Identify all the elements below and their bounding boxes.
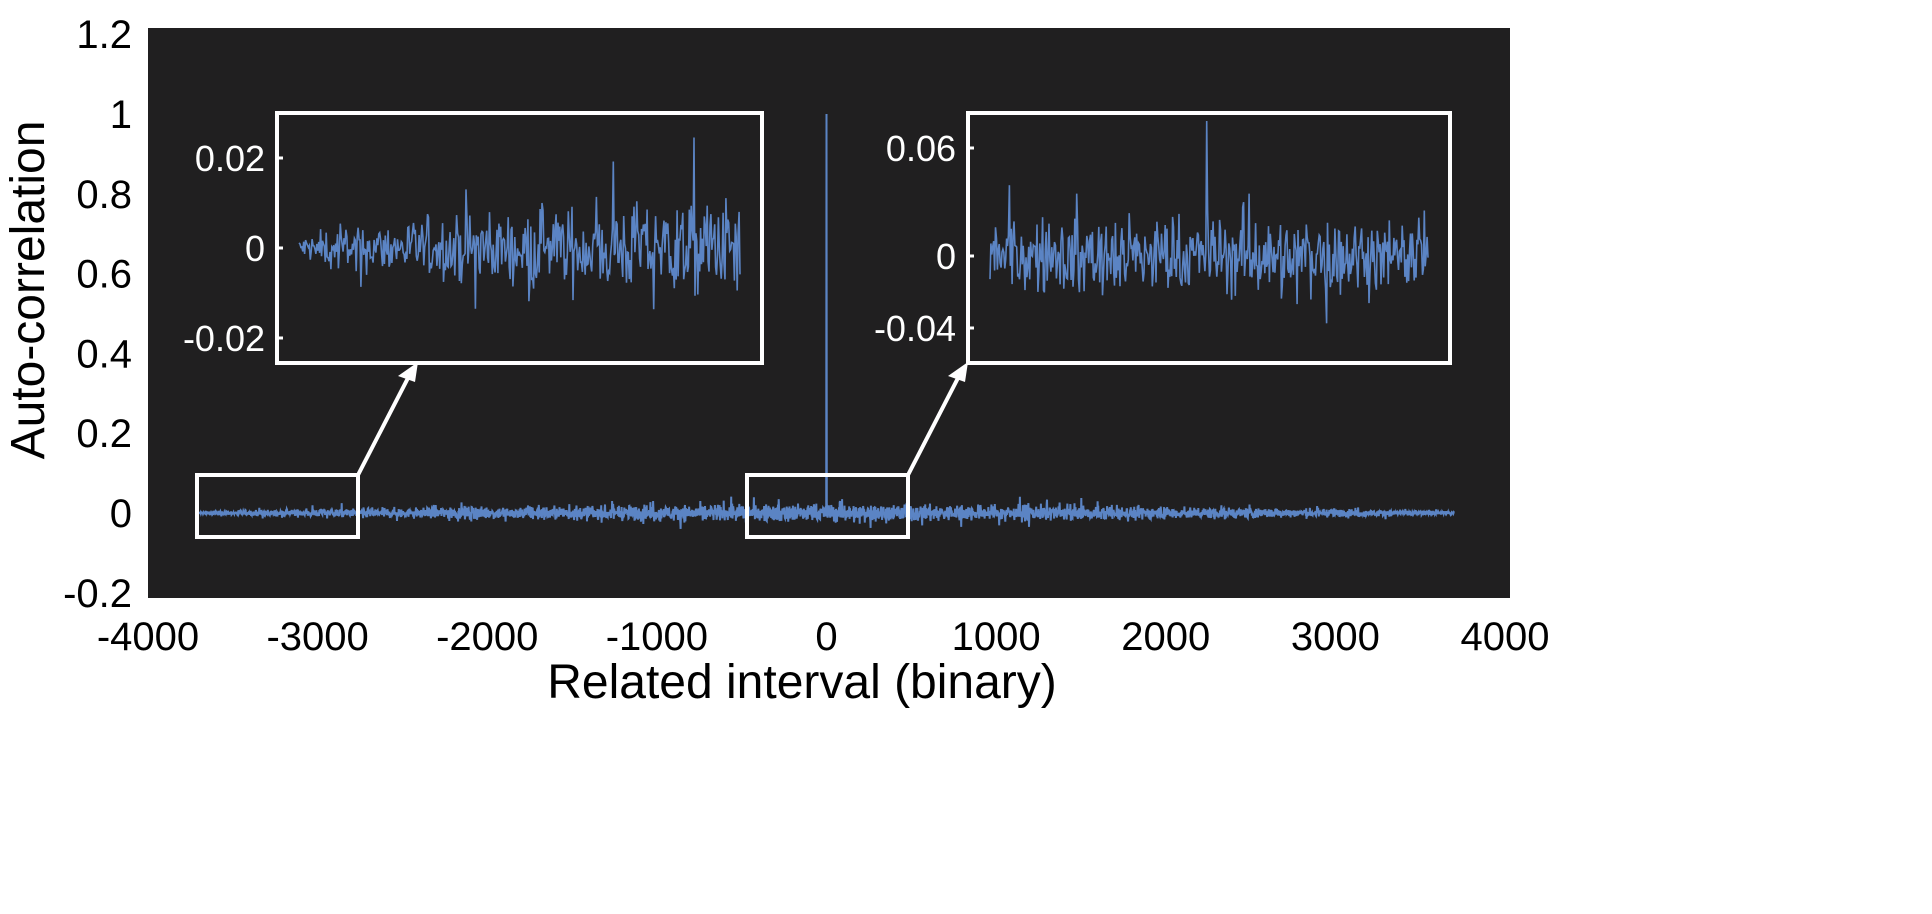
left-inset: 0.02 0 -0.02 — [183, 111, 764, 365]
inset-tick-label: 0 — [936, 236, 956, 277]
y-tick-label: 1.2 — [76, 13, 132, 57]
inset-tick-label: -0.02 — [183, 318, 265, 359]
y-tick-label: 0.6 — [76, 253, 132, 297]
y-axis-label: Auto-correlation — [2, 121, 55, 460]
x-tick-label: -3000 — [266, 615, 368, 659]
center-arrow — [906, 377, 960, 476]
y-tick-label: 1 — [110, 93, 132, 137]
left-highlight-box — [195, 473, 360, 539]
main-series — [198, 113, 1455, 529]
y-axis-ticks: -0.2 0 0.2 0.4 0.6 0.8 1 1.2 — [63, 13, 132, 616]
y-tick-label: -0.2 — [63, 572, 132, 616]
x-tick-label: 4000 — [1461, 615, 1550, 659]
center-arrowhead-icon — [948, 362, 968, 382]
y-tick-label: 0.8 — [76, 173, 132, 217]
inset-series-line — [989, 120, 1429, 324]
y-tick-label: 0.2 — [76, 412, 132, 456]
x-tick-label: -1000 — [606, 615, 708, 659]
left-arrow — [356, 377, 410, 476]
x-tick-label: 1000 — [952, 615, 1041, 659]
x-tick-label: -2000 — [436, 615, 538, 659]
x-tick-label: 0 — [815, 615, 837, 659]
x-tick-label: 3000 — [1291, 615, 1380, 659]
left-arrowhead-icon — [398, 362, 418, 382]
center-highlight-box — [745, 473, 910, 539]
x-tick-label: 2000 — [1121, 615, 1210, 659]
center-inset: 0.06 0 -0.04 — [874, 111, 1452, 365]
x-axis-ticks: -4000 -3000 -2000 -1000 0 1000 2000 3000 4000 — [97, 615, 1550, 659]
inset-tick-label: -0.04 — [874, 308, 956, 349]
inset-tick-label: 0.02 — [195, 138, 265, 179]
inset-series-line — [298, 137, 741, 310]
series-line — [198, 113, 1455, 529]
inset-tick-label: 0 — [245, 228, 265, 269]
y-tick-label: 0.4 — [76, 332, 132, 376]
x-axis-label: Related interval (binary) — [547, 656, 1057, 709]
inset-tick-label: 0.06 — [886, 128, 956, 169]
x-tick-label: -4000 — [97, 615, 199, 659]
y-tick-label: 0 — [110, 492, 132, 536]
